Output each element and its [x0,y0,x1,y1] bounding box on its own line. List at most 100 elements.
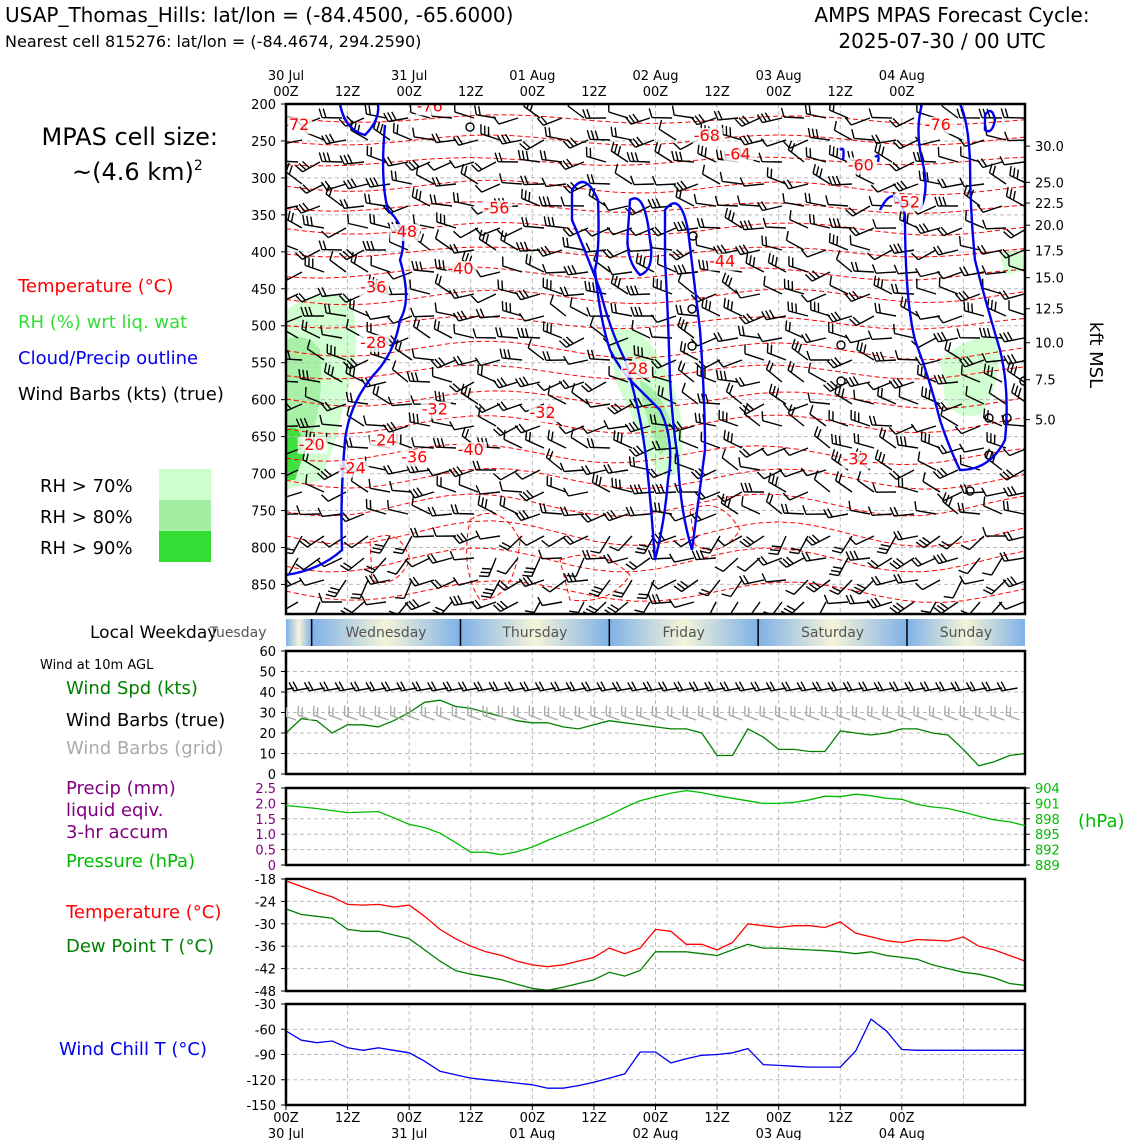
wind-barb [932,467,959,480]
wind-barb [475,308,501,319]
wind-barb [736,195,761,207]
wind-barb [782,139,809,149]
wind-barb [892,180,919,192]
wind-barb [346,213,369,229]
wind-barb [306,339,325,361]
wind-barb [821,705,836,721]
label-precip-3: 3-hr accum [66,822,168,843]
wind-barb [756,555,783,566]
wind-barb [768,383,787,405]
wind-barb [999,469,1025,481]
calm-marker [687,341,697,351]
wind-barb [475,530,501,540]
wind-barb [671,105,695,119]
wind-barb [916,278,937,295]
wind-barb [492,377,519,389]
wind-barb [635,253,655,273]
wind-barb [787,301,809,317]
weekday-name: Tuesday [209,625,267,641]
wind-barb [604,601,629,614]
wind-barb [539,503,563,515]
wind-barb [999,155,1025,166]
wind-barb [739,177,765,187]
wind-barb [320,401,347,412]
legend-cloud: Cloud/Precip outline [18,348,198,369]
wind-barb [941,492,959,515]
wind-barb [738,457,761,471]
calm-marker [984,413,994,423]
wind-barb [713,705,728,721]
wind-barb [986,432,1007,449]
wind-barb [448,466,475,478]
wind-barb [452,355,479,366]
wind-barb [629,484,655,495]
wind-barb [502,256,523,273]
wind-barb [756,469,783,480]
wind-barb [317,287,343,298]
wind-barb [496,227,523,238]
wind-barb [288,681,310,692]
wind-barb [740,482,765,493]
wind-barb [805,579,831,593]
wind-barb [364,104,387,119]
wind-barb [520,188,541,207]
wind-barb [810,300,831,317]
cloud-outline [878,104,1008,472]
wind-barb [750,681,772,692]
wind-barb [829,579,853,596]
wind-barb [304,386,325,405]
wind-barb [963,184,981,207]
wind-barb [297,705,312,721]
wind-barb [698,579,721,597]
wind-barb [466,705,482,721]
bottom-hour-label: 00Z [520,1111,546,1126]
wind-barb [436,212,457,229]
wind-barb [567,104,585,119]
wind-barb [380,681,402,692]
wind-barb [411,437,435,449]
wind-barb [560,196,585,207]
wind-barb [954,425,981,435]
weekday-strip: Local Weekday Tuesday Wednesday Thursday Fr… [90,619,1025,646]
wind-barb [679,341,699,361]
wind-barb [787,360,805,383]
wind-barb [828,322,849,339]
wind-barb [608,366,629,383]
wind-barb [559,705,574,721]
pressure-tick-label: 850 [251,578,276,593]
y-tick-label: 30 [259,707,276,722]
wind-barb [723,429,743,449]
wind-barb [626,285,651,296]
kft-tick-label: 10.0 [1035,337,1064,352]
wind-barb [345,363,365,383]
wind-barb [922,472,941,493]
wind-barb [981,681,1003,692]
wind-barb [321,133,347,145]
wind-barb [677,272,695,295]
y-tick-label: -18 [255,873,276,888]
wind-barb [981,487,1007,497]
y-tick-label: 2.0 [255,797,276,812]
pressure-tick-label: 400 [251,246,276,261]
wind-barb [678,430,699,449]
wind-barb [938,277,959,295]
wind-barb [823,508,849,519]
wind-barb [372,383,391,405]
wind-barb [286,425,299,428]
wind-barb [603,419,629,430]
wind-barb [602,248,629,259]
isotherm [286,390,1025,409]
series-line [286,1018,1025,1089]
wind-barb [982,219,1007,230]
wind-barb [625,557,651,571]
wind-barb [610,273,629,295]
wind-barb [626,152,651,163]
pressure-tick-label: 600 [251,394,276,409]
wind-barb [541,535,567,548]
bottom-day-label: 31 Jul [391,1127,427,1140]
wind-barb [780,503,805,515]
wind-barb [651,175,677,186]
wind-barb [365,498,387,515]
